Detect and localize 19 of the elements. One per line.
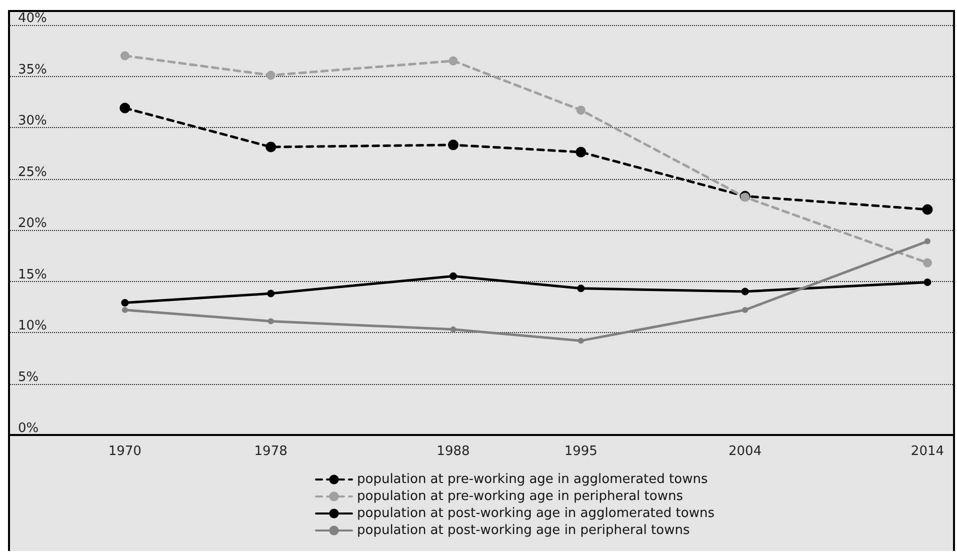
y-tick-label: 40% [18,11,47,26]
y-tick-label: 25% [18,164,47,180]
x-tick-label: 1988 [436,444,470,459]
y-tick-label: 15% [18,267,47,282]
y-tick-label: 35% [18,62,47,78]
y-tick-label: 0% [18,421,39,436]
legend-label: population at pre-working age in agglomerated towns [357,472,708,487]
x-tick-label: 1995 [564,444,598,459]
legend-label: population at post-working age in agglomerated towns [357,506,715,521]
x-tick-label: 2014 [910,444,944,459]
y-tick-label: 30% [18,114,47,128]
legend-label: population at post-working age in peripheral towns [357,523,690,538]
y-tick-label: 10% [18,318,47,334]
x-tick-label: 1978 [254,444,288,459]
x-tick-label: 2004 [728,444,762,459]
legend-label: population at pre-working age in peripheral towns [357,489,684,504]
x-tick-label: 1970 [108,444,142,459]
y-tick-label: 5% [18,370,39,385]
y-tick-label: 20% [18,216,47,231]
